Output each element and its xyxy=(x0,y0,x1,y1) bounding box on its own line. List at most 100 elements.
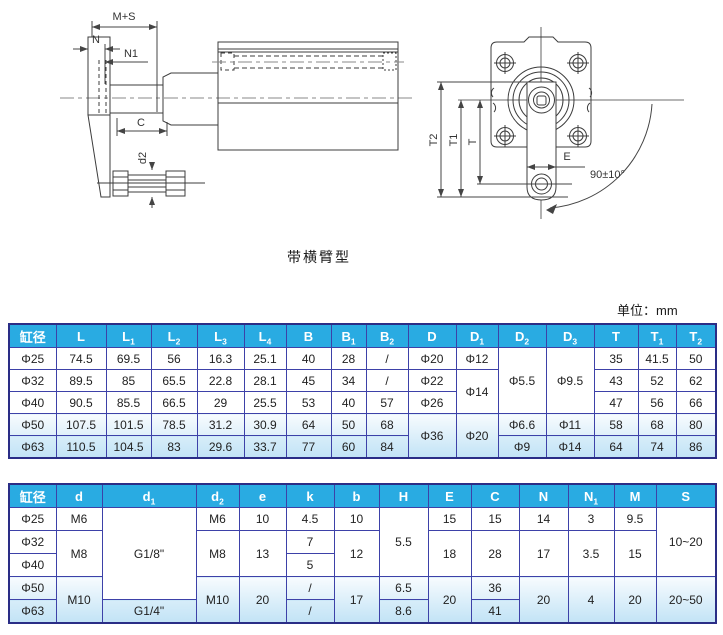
table-cell: 104.5 xyxy=(105,435,152,459)
dim-label-angle: 90±10° xyxy=(590,169,625,181)
table-cell: 25.1 xyxy=(243,347,287,370)
dimension-table-1: 缸径 L L1 L2 L3 L4 B B1 B2 D D1 D2 D3 T T1… xyxy=(8,323,717,459)
col-header: T1 xyxy=(637,323,677,348)
table-cell: Φ20 xyxy=(455,413,499,459)
table-cell: Φ14 xyxy=(545,435,595,459)
table-cell: 64 xyxy=(593,435,639,459)
table-cell: / xyxy=(365,347,409,370)
table-cell: Φ36 xyxy=(407,413,457,459)
clip-groove-right xyxy=(586,87,593,113)
col-header: L1 xyxy=(105,323,152,348)
table-cell: 13 xyxy=(238,530,287,577)
table-row: Φ50 M10 M10 20 / 17 6.5 20 36 20 4 20 20… xyxy=(8,576,717,624)
table-cell: Φ12 xyxy=(455,347,499,370)
table-cell: Φ5.5 xyxy=(497,347,547,414)
table-cell: 15 xyxy=(427,507,472,531)
table-cell: 10 xyxy=(333,507,380,531)
table-cell: 3.5 xyxy=(567,530,615,577)
table-cell: 50 xyxy=(330,413,367,436)
table-cell: 68 xyxy=(365,413,409,436)
table-cell: 4 xyxy=(567,576,615,624)
table-cell: 31.2 xyxy=(196,413,245,436)
swing-arm xyxy=(526,81,557,201)
col-header: k xyxy=(285,483,335,508)
table-cell: Φ50 xyxy=(8,576,57,600)
col-header: d2 xyxy=(195,483,240,508)
dim-label-t1: T1 xyxy=(448,134,460,147)
table-cell: 18 xyxy=(427,530,472,577)
table-cell: / xyxy=(365,369,409,392)
table-cell: Φ32 xyxy=(8,530,57,554)
col-header: 缸径 xyxy=(8,323,57,348)
table-cell: M8 xyxy=(195,530,240,577)
table-cell: 62 xyxy=(675,369,717,392)
table-cell: Φ11 xyxy=(545,413,595,436)
table-cell: M6 xyxy=(195,507,240,531)
table-cell: G1/8" xyxy=(101,507,197,600)
table-cell: 10~20 xyxy=(655,507,717,577)
table-cell: M10 xyxy=(195,576,240,624)
table-cell: 80 xyxy=(675,413,717,436)
table-cell: 4.5 xyxy=(285,507,335,531)
clip-groove-left xyxy=(490,87,497,113)
col-header: B1 xyxy=(330,323,367,348)
col-header: E xyxy=(427,483,472,508)
table-row: Φ50 107.5 101.5 78.5 31.2 30.9 64 50 68 … xyxy=(8,413,717,459)
table-cell: 56 xyxy=(637,391,677,414)
table-cell: 41 xyxy=(470,599,520,624)
table-cell: Φ26 xyxy=(407,391,457,414)
table-cell: 34 xyxy=(330,369,367,392)
dim-label-n1: N1 xyxy=(124,48,138,60)
table-cell: 30.9 xyxy=(243,413,287,436)
table-cell: 68 xyxy=(637,413,677,436)
table-cell: 5.5 xyxy=(378,507,429,577)
col-header: T2 xyxy=(675,323,717,348)
table-cell: 89.5 xyxy=(55,369,107,392)
drawing-caption: 带横臂型 xyxy=(287,249,351,265)
table-cell: 60 xyxy=(330,435,367,459)
col-header: B xyxy=(285,323,332,348)
table-cell: Φ63 xyxy=(8,435,57,459)
table-row: Φ63 110.5 104.5 83 29.6 33.7 77 60 84 Φ9… xyxy=(8,435,717,459)
table-cell: 52 xyxy=(637,369,677,392)
dimension-table-2: 缸径 d d1 d2 e k b H E C N N1 M S Φ25 M6 G… xyxy=(8,483,717,624)
table-cell: 65.5 xyxy=(150,369,198,392)
table-cell: 12 xyxy=(333,530,380,577)
front-view-dimensions: T2 T1 T E 90±10° xyxy=(428,81,653,214)
col-header: L4 xyxy=(243,323,287,348)
col-header: T xyxy=(593,323,639,348)
col-header: d xyxy=(55,483,103,508)
col-header: L3 xyxy=(196,323,245,348)
table-cell: Φ9.5 xyxy=(545,347,595,414)
col-header: N xyxy=(518,483,569,508)
col-header: S xyxy=(655,483,717,508)
table-cell: 66.5 xyxy=(150,391,198,414)
table-cell: 50 xyxy=(675,347,717,370)
col-header: 缸径 xyxy=(8,483,57,508)
table-cell: 74.5 xyxy=(55,347,107,370)
col-header: N1 xyxy=(567,483,615,508)
table-cell: 110.5 xyxy=(55,435,107,459)
table-row: Φ25 74.5 69.5 56 16.3 25.1 40 28 / Φ20 Φ… xyxy=(8,347,717,414)
table-cell: 77 xyxy=(285,435,332,459)
col-header: C xyxy=(470,483,520,508)
table-cell: / xyxy=(285,599,335,624)
table-cell: Φ40 xyxy=(8,553,57,577)
col-header: d1 xyxy=(101,483,197,508)
table-cell: 3 xyxy=(567,507,615,531)
table-cell: 15 xyxy=(470,507,520,531)
col-header: D1 xyxy=(455,323,499,348)
table-cell: 36 xyxy=(470,576,520,600)
swing-arc xyxy=(549,103,653,209)
table-cell: 64 xyxy=(285,413,332,436)
table-cell: 33.7 xyxy=(243,435,287,459)
table-row: Φ63 G1/4" / 8.6 41 xyxy=(8,599,716,624)
dim-label-t: T xyxy=(467,138,479,145)
table-cell: 7 xyxy=(285,530,335,554)
col-header: D2 xyxy=(497,323,547,348)
table-cell: 58 xyxy=(593,413,639,436)
table-cell: Φ25 xyxy=(8,507,57,531)
table-cell: Φ25 xyxy=(8,347,57,370)
table-cell: 40 xyxy=(285,347,332,370)
dim-label-c: C xyxy=(137,117,145,129)
